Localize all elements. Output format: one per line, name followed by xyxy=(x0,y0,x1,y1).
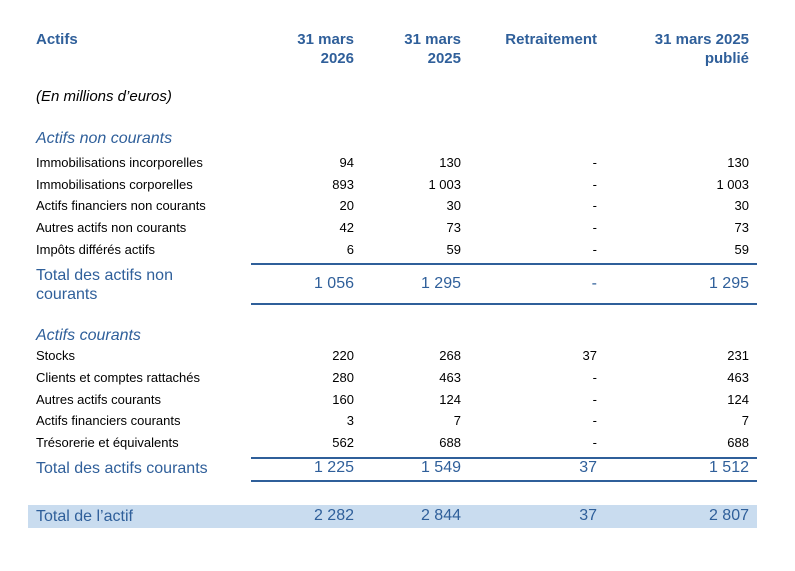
cell-value: 160 xyxy=(332,392,354,407)
header-col-2026: 31 mars 2026 xyxy=(297,31,354,67)
total-value: 1 549 xyxy=(420,459,461,476)
cell-value: 30 xyxy=(446,198,461,213)
row-label: Stocks xyxy=(36,348,76,363)
cell-value: 280 xyxy=(332,370,354,385)
row-label: Autres actifs courants xyxy=(36,392,161,407)
divider xyxy=(251,303,757,305)
cell-value: 130 xyxy=(439,155,461,170)
cell-value: - xyxy=(592,392,597,407)
section-title-non-current: Actifs non courants xyxy=(36,130,173,147)
cell-value: 42 xyxy=(339,220,354,235)
cell-value: 463 xyxy=(727,370,749,385)
total-row-current: Total des actifs courants 1 225 1 549 37… xyxy=(0,459,795,479)
cell-value: - xyxy=(592,198,597,213)
cell-value: 893 xyxy=(332,177,354,192)
cell-value: 124 xyxy=(727,392,749,407)
divider xyxy=(251,263,757,265)
header-col-2025: 31 mars 2025 xyxy=(404,31,461,67)
cell-value: - xyxy=(592,155,597,170)
grand-total-value: 2 282 xyxy=(313,507,354,524)
cell-value: 7 xyxy=(741,413,749,428)
total-value: 37 xyxy=(579,459,597,476)
cell-value: 220 xyxy=(332,348,354,363)
total-value: 1 295 xyxy=(708,275,749,292)
total-value: 1 512 xyxy=(708,459,749,476)
cell-value: 3 xyxy=(346,413,354,428)
cell-value: 124 xyxy=(439,392,461,407)
table-row: Actifs financiers non courants 20 30 - 3… xyxy=(0,196,795,216)
cell-value: 73 xyxy=(446,220,461,235)
cell-value: - xyxy=(592,177,597,192)
cell-value: 6 xyxy=(346,242,354,257)
cell-value: - xyxy=(592,413,597,428)
table-row: Impôts différés actifs 6 59 - 59 xyxy=(0,240,795,260)
total-row-non-current: Total des actifs non courants 1 056 1 29… xyxy=(0,266,795,304)
table-row: Stocks 220 268 37 231 xyxy=(0,346,795,366)
grand-total-label: Total de l’actif xyxy=(36,508,133,525)
total-value: 1 056 xyxy=(313,275,354,292)
total-label: Total des actifs non courants xyxy=(36,267,173,303)
table-row: Autres actifs courants 160 124 - 124 xyxy=(0,390,795,410)
total-label: Total des actifs courants xyxy=(36,460,208,477)
divider xyxy=(251,457,757,459)
grand-total-value: 37 xyxy=(579,507,597,524)
cell-value: - xyxy=(592,242,597,257)
row-label: Actifs financiers courants xyxy=(36,413,181,428)
grand-total-value: 2 807 xyxy=(708,507,749,524)
row-label: Immobilisations incorporelles xyxy=(36,155,203,170)
header-col-2025-publie: 31 mars 2025 publié xyxy=(654,31,749,67)
cell-value: 7 xyxy=(453,413,461,428)
cell-value: 20 xyxy=(339,198,354,213)
cell-value: 463 xyxy=(439,370,461,385)
cell-value: 1 003 xyxy=(428,177,461,192)
cell-value: 231 xyxy=(727,348,749,363)
cell-value: - xyxy=(592,435,597,450)
row-label: Impôts différés actifs xyxy=(36,242,155,257)
section-title-current: Actifs courants xyxy=(36,327,141,344)
cell-value: 94 xyxy=(339,155,354,170)
cell-value: 268 xyxy=(439,348,461,363)
cell-value: 73 xyxy=(734,220,749,235)
table-row: Immobilisations incorporelles 94 130 - 1… xyxy=(0,153,795,173)
cell-value: 562 xyxy=(332,435,354,450)
divider xyxy=(251,480,757,482)
grand-total-row: Total de l’actif 2 282 2 844 37 2 807 xyxy=(0,507,795,527)
row-label: Trésorerie et équivalents xyxy=(36,435,179,450)
header-col-retraitement: Retraitement xyxy=(505,31,597,48)
cell-value: - xyxy=(592,370,597,385)
row-label: Autres actifs non courants xyxy=(36,220,187,235)
cell-value: - xyxy=(592,220,597,235)
cell-value: 130 xyxy=(727,155,749,170)
total-value: - xyxy=(591,275,597,292)
header-actifs: Actifs xyxy=(36,31,78,48)
cell-value: 59 xyxy=(446,242,461,257)
table-row: Clients et comptes rattachés 280 463 - 4… xyxy=(0,368,795,388)
total-value: 1 295 xyxy=(420,275,461,292)
grand-total-value: 2 844 xyxy=(420,507,461,524)
total-value: 1 225 xyxy=(313,459,354,476)
table-row: Immobilisations corporelles 893 1 003 - … xyxy=(0,175,795,195)
table-row: Trésorerie et équivalents 562 688 - 688 xyxy=(0,433,795,453)
cell-value: 1 003 xyxy=(716,177,749,192)
table-row: Autres actifs non courants 42 73 - 73 xyxy=(0,218,795,238)
cell-value: 37 xyxy=(582,348,597,363)
grand-total-band xyxy=(28,505,757,528)
row-label: Clients et comptes rattachés xyxy=(36,370,201,385)
cell-value: 688 xyxy=(727,435,749,450)
unit-note: (En millions d’euros) xyxy=(36,88,172,105)
row-label: Actifs financiers non courants xyxy=(36,198,206,213)
cell-value: 59 xyxy=(734,242,749,257)
row-label: Immobilisations corporelles xyxy=(36,177,193,192)
cell-value: 30 xyxy=(734,198,749,213)
table-row: Actifs financiers courants 3 7 - 7 xyxy=(0,411,795,431)
cell-value: 688 xyxy=(439,435,461,450)
